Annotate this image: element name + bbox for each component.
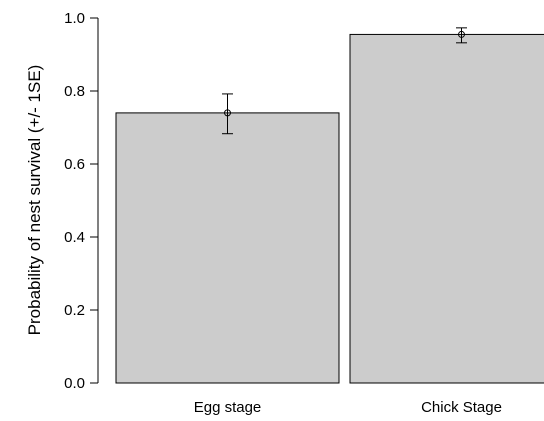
bar-1 <box>349 33 544 384</box>
point-estimate-1 <box>458 30 465 38</box>
y-tick-label: 0.0 <box>64 375 85 392</box>
x-tick-label-0: Egg stage <box>194 399 262 416</box>
y-tick-label: 1.0 <box>64 10 85 27</box>
point-estimate-0 <box>224 109 231 117</box>
bar-0 <box>115 112 340 384</box>
y-axis: 0.0 0.2 0.4 0.6 0.8 1.0 <box>64 10 99 392</box>
y-tick-label: 0.8 <box>64 83 85 100</box>
y-axis-title: Probability of nest survival (+/- 1SE) <box>25 65 44 336</box>
error-bars <box>222 27 467 135</box>
y-tick-label: 0.4 <box>64 229 85 246</box>
y-tick-label: 0.6 <box>64 156 85 173</box>
y-tick-label: 0.2 <box>64 302 85 319</box>
x-tick-label-1: Chick Stage <box>421 399 502 416</box>
bars <box>115 33 544 384</box>
x-tick-labels: Egg stage Chick Stage <box>194 399 502 416</box>
